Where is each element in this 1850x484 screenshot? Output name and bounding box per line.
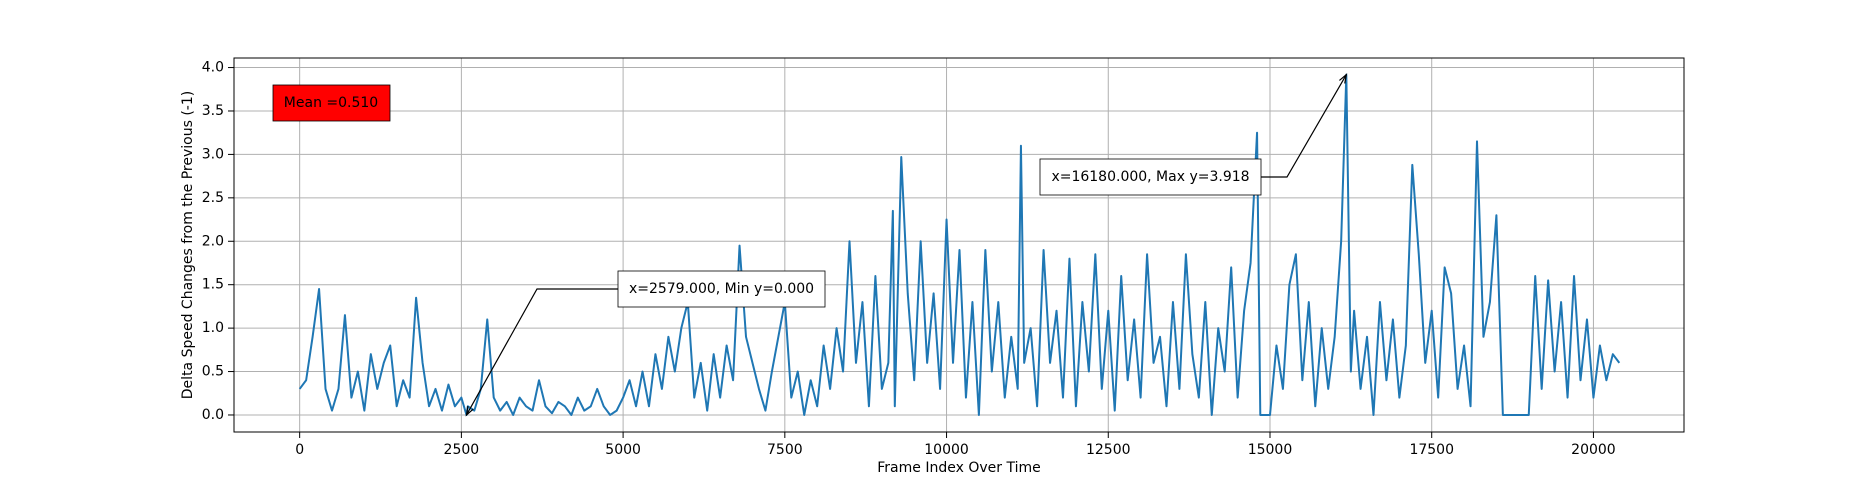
y-tick-label: 4.0 bbox=[202, 60, 224, 76]
data-line bbox=[298, 73, 1621, 416]
arrow-head bbox=[1339, 73, 1348, 84]
x-tick-label: 10000 bbox=[924, 442, 969, 458]
x-tick-label: 2500 bbox=[444, 442, 480, 458]
x-tick-label: 5000 bbox=[605, 442, 641, 458]
annotation-arrow bbox=[465, 288, 618, 416]
annotation-box bbox=[617, 270, 826, 308]
x-tick-label: 0 bbox=[295, 442, 304, 458]
arrow-head bbox=[465, 405, 474, 417]
x-tick-label: 15000 bbox=[1248, 442, 1293, 458]
y-tick-label: 2.0 bbox=[202, 233, 224, 249]
y-tick-label: 1.0 bbox=[202, 320, 224, 336]
x-tick-label: 20000 bbox=[1571, 442, 1616, 458]
annotation-label: x=2579.000, Min y=0.000 bbox=[629, 281, 814, 297]
x-tick-label: 17500 bbox=[1409, 442, 1454, 458]
y-tick-label: 0.5 bbox=[202, 364, 224, 380]
y-tick-label: 3.0 bbox=[202, 146, 224, 162]
x-tick-label: 7500 bbox=[767, 442, 803, 458]
axes-frame bbox=[233, 57, 1685, 433]
mean-box bbox=[272, 84, 391, 122]
annotation-arrow bbox=[1261, 74, 1347, 178]
mean-label: Mean =0.510 bbox=[284, 95, 378, 111]
x-axis-label: Frame Index Over Time bbox=[877, 460, 1040, 476]
annotation-box bbox=[1039, 158, 1262, 196]
x-tick-label: 12500 bbox=[1086, 442, 1131, 458]
annotation-label: x=16180.000, Max y=3.918 bbox=[1051, 169, 1249, 185]
y-tick-label: 2.5 bbox=[202, 190, 224, 206]
y-tick-label: 3.5 bbox=[202, 103, 224, 119]
y-tick-label: 0.0 bbox=[202, 407, 224, 423]
y-axis-label: Delta Speed Changes from the Previous (-… bbox=[180, 91, 196, 399]
y-tick-label: 1.5 bbox=[202, 277, 224, 293]
